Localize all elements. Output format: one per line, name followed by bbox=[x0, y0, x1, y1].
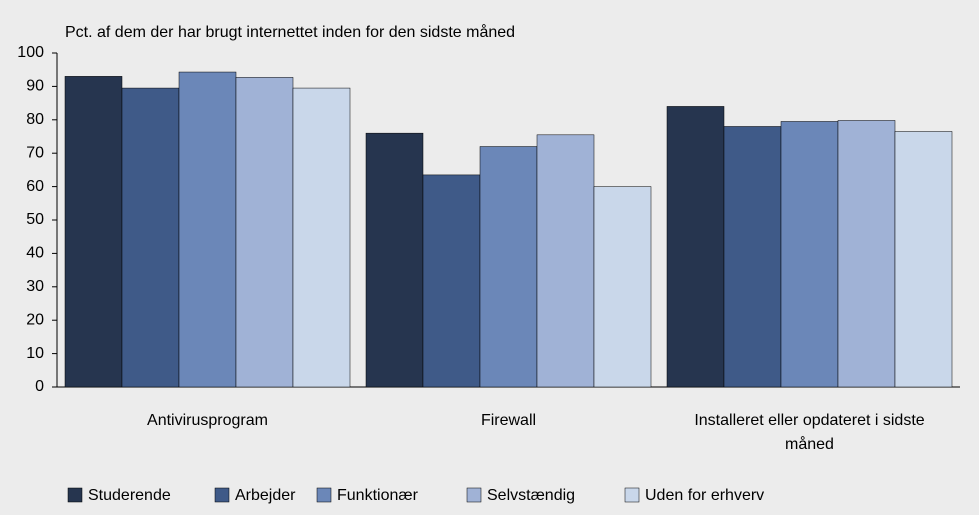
bar bbox=[121, 87, 180, 388]
legend-swatch bbox=[466, 487, 482, 503]
legend-label: Funktionær bbox=[337, 487, 419, 504]
bar bbox=[479, 146, 538, 388]
y-tick-label: 100 bbox=[17, 44, 44, 61]
legend-label: Arbejder bbox=[235, 487, 296, 504]
legend-swatch bbox=[67, 487, 83, 503]
bar bbox=[64, 76, 123, 388]
y-tick-label: 40 bbox=[26, 245, 44, 262]
legend-label: Selvstændig bbox=[487, 487, 575, 504]
y-tick-label: 10 bbox=[26, 345, 44, 362]
legend-label: Uden for erhverv bbox=[645, 487, 764, 504]
bar bbox=[536, 134, 595, 388]
y-tick-label: 60 bbox=[26, 178, 44, 195]
y-tick-label: 50 bbox=[26, 211, 44, 228]
bar bbox=[422, 174, 481, 388]
y-tick-label: 20 bbox=[26, 311, 44, 328]
legend-swatch bbox=[316, 487, 332, 503]
x-tick-label: Antivirusprogram bbox=[147, 412, 268, 429]
chart-title: Pct. af dem der har brugt internettet in… bbox=[65, 23, 515, 41]
bar bbox=[178, 71, 237, 388]
bar bbox=[666, 106, 725, 388]
legend-label: Studerende bbox=[88, 487, 171, 504]
bar bbox=[235, 77, 294, 388]
y-tick-label: 0 bbox=[35, 378, 44, 395]
bar bbox=[780, 121, 839, 388]
bar bbox=[593, 186, 652, 388]
y-tick-label: 80 bbox=[26, 111, 44, 128]
x-tick-label: Installeret eller opdateret i sidste mån… bbox=[694, 412, 925, 453]
bar bbox=[365, 132, 424, 388]
bar bbox=[723, 126, 782, 388]
bar bbox=[894, 131, 953, 388]
bar bbox=[837, 120, 896, 388]
legend-swatch bbox=[214, 487, 230, 503]
y-tick-label: 70 bbox=[26, 144, 44, 161]
x-tick-label: Firewall bbox=[480, 412, 537, 429]
y-tick-label: 30 bbox=[26, 278, 44, 295]
bar bbox=[292, 87, 351, 388]
y-tick-label: 90 bbox=[26, 78, 44, 95]
legend-swatch bbox=[624, 487, 640, 503]
